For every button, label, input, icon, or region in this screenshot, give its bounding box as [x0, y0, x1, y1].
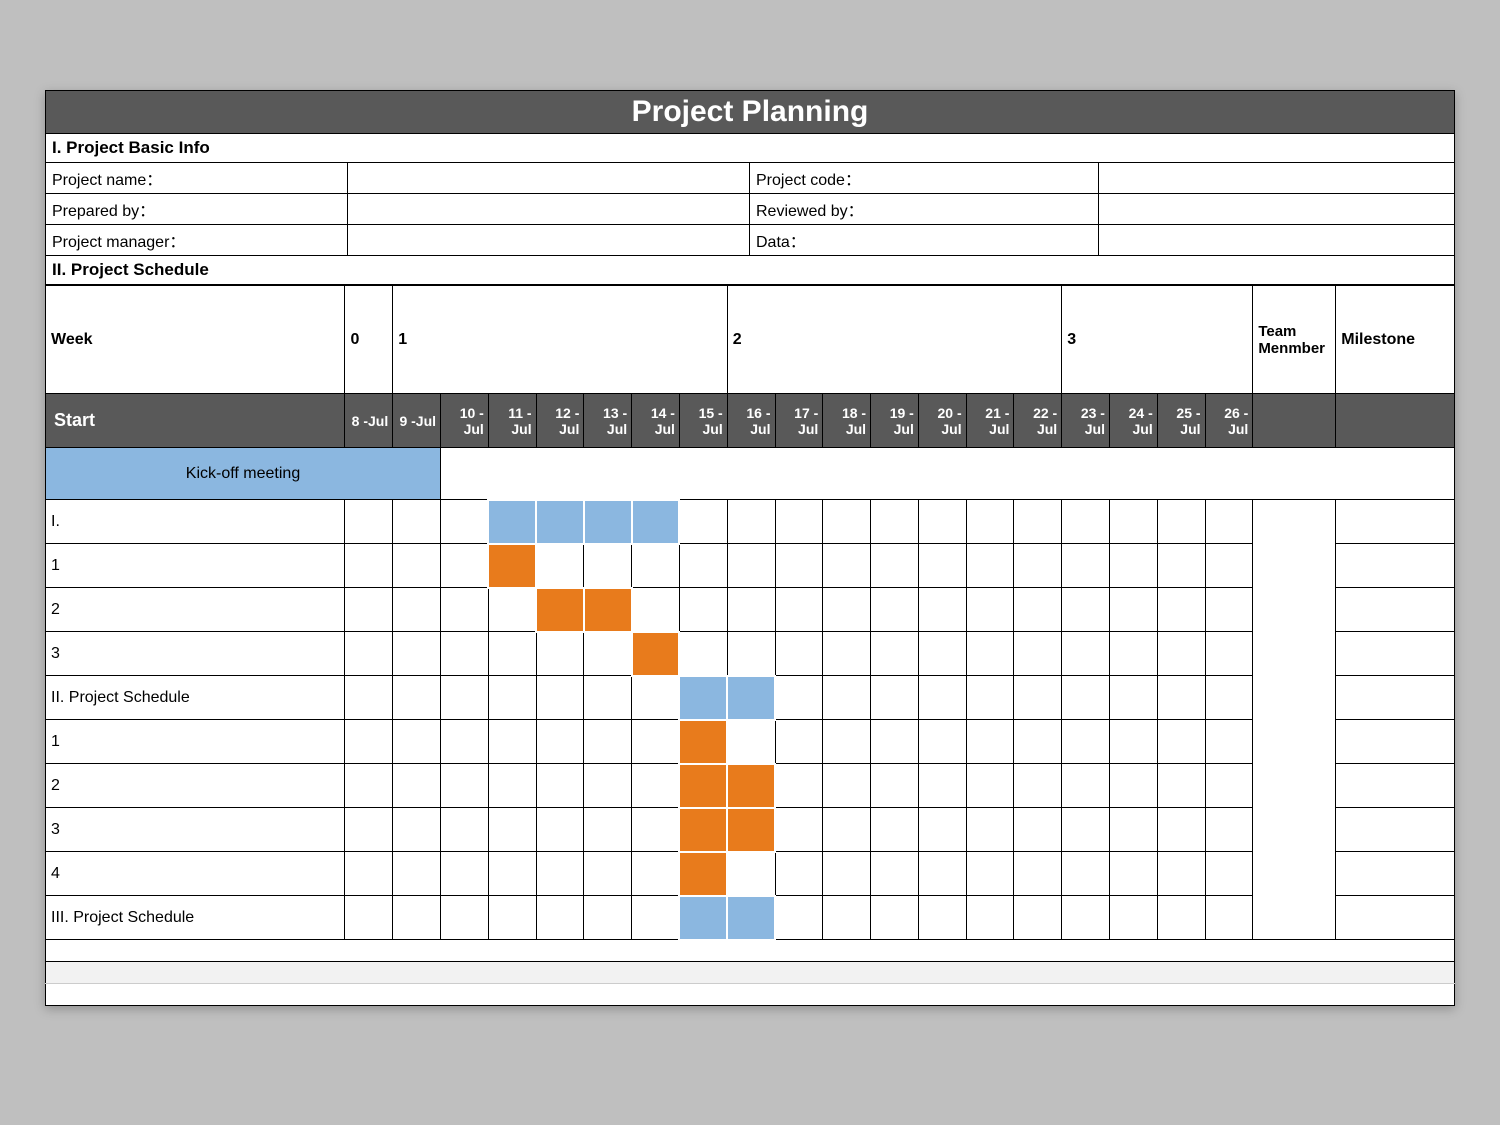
task-row: I. — [46, 500, 1455, 544]
task-label: 2 — [46, 764, 345, 808]
value-prepared-by[interactable] — [348, 194, 750, 224]
task-row: III. Project Schedule — [46, 896, 1455, 940]
label-reviewed-by: Reviewed by： — [750, 194, 1099, 224]
date-cell: 11 -Jul — [488, 394, 536, 448]
task-label: I. — [46, 500, 345, 544]
date-cell: 18 -Jul — [823, 394, 871, 448]
date-cell: 17 -Jul — [775, 394, 823, 448]
title-bar: Project Planning — [45, 90, 1455, 134]
date-cell: 22 -Jul — [1014, 394, 1062, 448]
task-row: II. Project Schedule — [46, 676, 1455, 720]
value-project-code[interactable] — [1099, 163, 1454, 193]
date-cell: 14 -Jul — [632, 394, 680, 448]
value-data[interactable] — [1099, 225, 1454, 255]
gantt-cell — [679, 676, 727, 720]
gantt-cell — [679, 720, 727, 764]
blank-row — [46, 984, 1455, 1006]
date-cell: 9 -Jul — [393, 394, 441, 448]
date-cell: 23 -Jul — [1062, 394, 1110, 448]
kickoff-row: Kick-off meeting — [46, 448, 1455, 500]
date-cell: 13 -Jul — [584, 394, 632, 448]
task-label: 2 — [46, 588, 345, 632]
gantt-cell — [727, 764, 775, 808]
info-row-2: Prepared by： Reviewed by： — [45, 194, 1455, 225]
task-label: 1 — [46, 544, 345, 588]
blank-row — [46, 962, 1455, 984]
blank-row — [46, 940, 1455, 962]
section-schedule: II. Project Schedule — [45, 256, 1455, 285]
date-cell: 19 -Jul — [871, 394, 919, 448]
info-row-1: Project name： Project code： — [45, 163, 1455, 194]
label-data: Data： — [750, 225, 1099, 255]
date-cell: 25 -Jul — [1157, 394, 1205, 448]
date-cell: 15 -Jul — [679, 394, 727, 448]
week-0: 0 — [345, 286, 393, 394]
task-label: 3 — [46, 632, 345, 676]
gantt-cell — [679, 764, 727, 808]
gantt-cell — [727, 676, 775, 720]
value-reviewed-by[interactable] — [1099, 194, 1454, 224]
gantt-cell — [488, 544, 536, 588]
gantt-cell — [679, 852, 727, 896]
week-2: 2 — [727, 286, 1061, 394]
date-cell: 21 -Jul — [966, 394, 1014, 448]
task-label: III. Project Schedule — [46, 896, 345, 940]
gantt-cell — [584, 500, 632, 544]
task-row: 1 — [46, 720, 1455, 764]
week-label: Week — [46, 286, 345, 394]
kickoff-empty — [441, 448, 1455, 500]
team-member-header: Team Menmber — [1253, 286, 1336, 394]
label-prepared-by: Prepared by： — [46, 194, 348, 224]
date-cell: 20 -Jul — [918, 394, 966, 448]
week-1: 1 — [393, 286, 727, 394]
gantt-cell — [679, 896, 727, 940]
task-row: 2 — [46, 588, 1455, 632]
gantt-table: Week 0 1 2 3 Team Menmber Milestone Star… — [45, 285, 1455, 1006]
gantt-cell — [488, 500, 536, 544]
date-cell: 16 -Jul — [727, 394, 775, 448]
date-cell — [1336, 394, 1455, 448]
date-cell — [1253, 394, 1336, 448]
task-row: 3 — [46, 632, 1455, 676]
value-project-name[interactable] — [348, 163, 750, 193]
task-label: 1 — [46, 720, 345, 764]
task-label: 4 — [46, 852, 345, 896]
section-basic-info: I. Project Basic Info — [45, 134, 1455, 163]
date-cell: 24 -Jul — [1109, 394, 1157, 448]
label-project-name: Project name： — [46, 163, 348, 193]
gantt-cell — [727, 896, 775, 940]
gantt-cell — [584, 588, 632, 632]
gantt-cell — [679, 808, 727, 852]
start-label: Start — [46, 394, 345, 448]
week-header-row: Week 0 1 2 3 Team Menmber Milestone — [46, 286, 1455, 394]
milestone-header: Milestone — [1336, 286, 1455, 394]
gantt-cell — [632, 500, 680, 544]
gantt-cell — [536, 500, 584, 544]
date-cell: 8 -Jul — [345, 394, 393, 448]
label-project-manager: Project manager： — [46, 225, 348, 255]
value-project-manager[interactable] — [348, 225, 750, 255]
task-row: 1 — [46, 544, 1455, 588]
label-project-code: Project code： — [750, 163, 1099, 193]
week-3: 3 — [1062, 286, 1253, 394]
kickoff-bar: Kick-off meeting — [46, 448, 441, 500]
gantt-cell — [632, 632, 680, 676]
date-header-row: Start 8 -Jul 9 -Jul 10 -Jul 11 -Jul 12 -… — [46, 394, 1455, 448]
gantt-cell — [727, 808, 775, 852]
date-cell: 26 -Jul — [1205, 394, 1253, 448]
task-label: 3 — [46, 808, 345, 852]
task-label: II. Project Schedule — [46, 676, 345, 720]
task-row: 3 — [46, 808, 1455, 852]
spreadsheet: Project Planning I. Project Basic Info P… — [45, 90, 1455, 1006]
date-cell: 12 -Jul — [536, 394, 584, 448]
gantt-cell — [536, 588, 584, 632]
date-cell: 10 -Jul — [441, 394, 489, 448]
info-row-3: Project manager： Data： — [45, 225, 1455, 256]
task-row: 2 — [46, 764, 1455, 808]
task-row: 4 — [46, 852, 1455, 896]
